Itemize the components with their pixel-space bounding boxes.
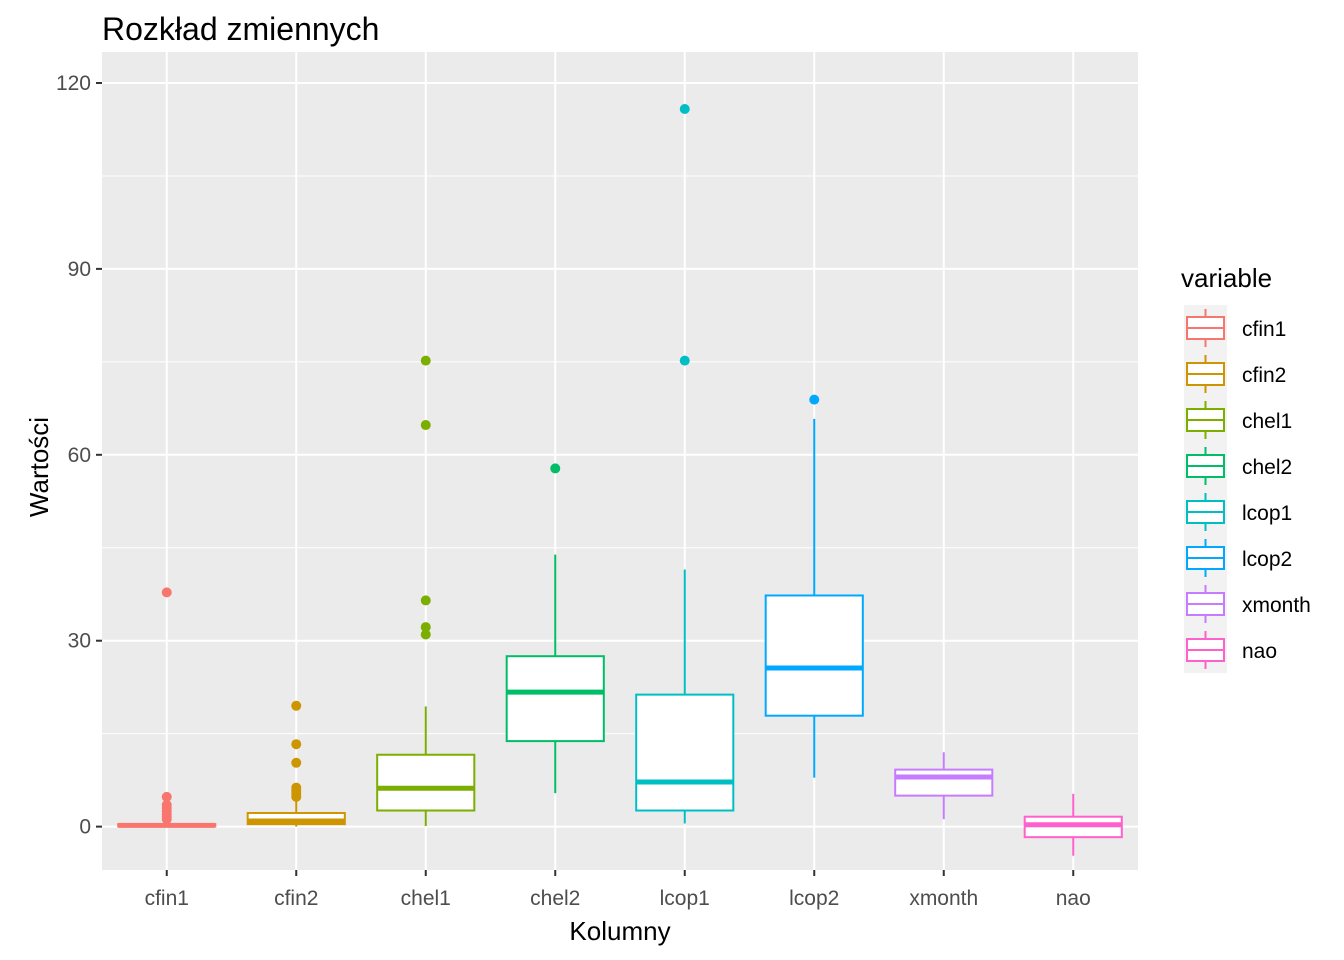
outlier-point	[420, 420, 431, 431]
x-tick-label: xmonth	[909, 887, 978, 910]
x-tick-label: cfin1	[145, 887, 189, 910]
x-tick-label: nao	[1056, 887, 1091, 910]
boxes	[117, 104, 1123, 856]
y-tick-label: 90	[68, 258, 91, 281]
x-tick-label: chel2	[530, 887, 580, 910]
outlier-point	[291, 782, 302, 793]
box-lcop2	[764, 394, 864, 778]
legend-item-nao: nao	[1184, 627, 1277, 673]
box-xmonth	[894, 752, 994, 820]
legend-label: cfin1	[1242, 318, 1286, 341]
outlier-point	[291, 739, 302, 750]
plot-panel	[102, 52, 1138, 870]
box-iqr	[376, 753, 476, 812]
x-axis-title: Kolumny	[569, 916, 670, 946]
y-tick-label: 60	[68, 444, 91, 467]
outlier-point	[420, 629, 431, 640]
y-axis-title: Wartości	[24, 417, 54, 517]
box-chel2	[505, 463, 605, 794]
y-axis-ticks: 0 30 60 90 120	[56, 72, 102, 839]
outlier-point	[420, 355, 431, 366]
y-tick-label: 0	[79, 816, 91, 839]
outlier-point	[679, 104, 690, 115]
x-tick-label: lcop1	[660, 887, 710, 910]
outlier-point	[809, 394, 820, 405]
box-cfin2	[246, 700, 346, 827]
box-iqr	[764, 594, 864, 717]
box-chel1	[376, 355, 476, 827]
outlier-point	[679, 355, 690, 366]
legend-item-chel1: chel1	[1184, 397, 1292, 443]
box-iqr	[635, 693, 735, 812]
outlier-point	[161, 587, 172, 598]
chart-title: Rozkład zmiennych	[102, 11, 379, 47]
box-iqr	[505, 655, 605, 743]
legend-item-xmonth: xmonth	[1184, 581, 1311, 627]
legend: variable cfin1 cfin2 chel1 chel2 lcop1 lcop2 x…	[1181, 263, 1311, 673]
legend-item-cfin1: cfin1	[1184, 305, 1286, 351]
legend-label: lcop2	[1242, 548, 1292, 571]
x-tick-label: cfin2	[274, 887, 318, 910]
x-tick-label: chel1	[401, 887, 451, 910]
legend-item-chel2: chel2	[1184, 443, 1292, 489]
legend-label: cfin2	[1242, 364, 1286, 387]
outlier-point	[420, 595, 431, 606]
x-tick-label: lcop2	[789, 887, 839, 910]
legend-item-cfin2: cfin2	[1184, 351, 1286, 397]
legend-item-lcop1: lcop1	[1184, 489, 1292, 535]
outlier-point	[161, 791, 172, 802]
legend-title: variable	[1181, 263, 1272, 293]
x-axis-ticks: cfin1 cfin2 chel1 chel2 lcop1 lcop2 xmonth nao	[145, 870, 1091, 910]
legend-label: chel2	[1242, 456, 1292, 479]
outlier-point	[161, 799, 172, 810]
y-tick-label: 120	[56, 72, 91, 95]
y-tick-label: 30	[68, 630, 91, 653]
box-iqr	[894, 768, 994, 797]
legend-label: chel1	[1242, 410, 1292, 433]
outlier-point	[420, 622, 431, 633]
legend-label: xmonth	[1242, 594, 1311, 617]
outlier-point	[291, 700, 302, 711]
legend-label: lcop1	[1242, 502, 1292, 525]
outlier-point	[291, 757, 302, 768]
box-nao	[1023, 793, 1123, 856]
box-lcop1	[635, 104, 735, 824]
box-cfin1	[117, 587, 217, 828]
outlier-point	[550, 463, 561, 474]
legend-item-lcop2: lcop2	[1184, 535, 1292, 581]
legend-label: nao	[1242, 640, 1277, 663]
